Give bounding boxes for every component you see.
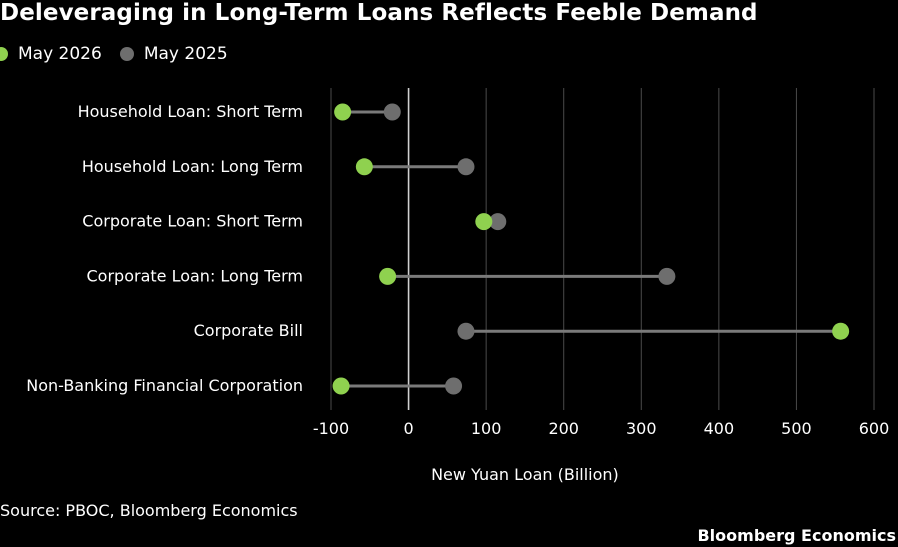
chart-title: Deleveraging in Long-Term Loans Reflects… [0,0,758,26]
legend-label-may-2026: May 2026 [18,44,102,64]
legend-item-may-2025: May 2025 [119,44,228,64]
category-label: Household Loan: Short Term [78,102,303,121]
x-tick-label: 600 [859,419,890,438]
point-may-2025 [457,158,475,176]
source-note: Source: PBOC, Bloomberg Economics [0,501,298,520]
category-label: Corporate Loan: Short Term [82,212,303,231]
x-tick-label: 300 [626,419,657,438]
category-label: Household Loan: Long Term [82,157,303,176]
legend: May 2026 May 2025 [0,44,246,64]
point-may-2026 [332,377,350,395]
x-tick-label: -100 [313,419,349,438]
point-may-2025 [457,322,475,340]
legend-marker-may-2026 [0,47,8,61]
point-may-2025 [658,267,676,285]
category-label: Corporate Loan: Long Term [87,266,304,285]
x-tick-label: 100 [471,419,502,438]
x-axis-label: New Yuan Loan (Billion) [431,465,619,484]
brand-label: Bloomberg Economics [697,526,896,545]
dumbbell-chart: -100 0 100 200 300 400 500 600 New Yuan Loan (Bi… [26,88,890,484]
legend-marker-may-2025 [119,47,134,61]
legend-item-may-2026: May 2026 [0,44,102,64]
x-tick-label: 0 [403,419,413,438]
x-tick-label: 200 [548,419,579,438]
point-may-2026 [355,158,373,176]
category-label: Non-Banking Financial Corporation [26,376,303,395]
point-may-2025 [445,377,463,395]
point-may-2026 [334,103,352,121]
point-may-2025 [383,103,401,121]
category-label: Corporate Bill [194,321,303,340]
point-may-2026 [379,267,397,285]
point-may-2026 [832,322,850,340]
x-tick-label: 500 [781,419,812,438]
point-may-2025 [489,213,507,231]
x-tick-label: 400 [704,419,735,438]
legend-label-may-2025: May 2025 [143,44,228,64]
point-may-2026 [475,213,493,231]
